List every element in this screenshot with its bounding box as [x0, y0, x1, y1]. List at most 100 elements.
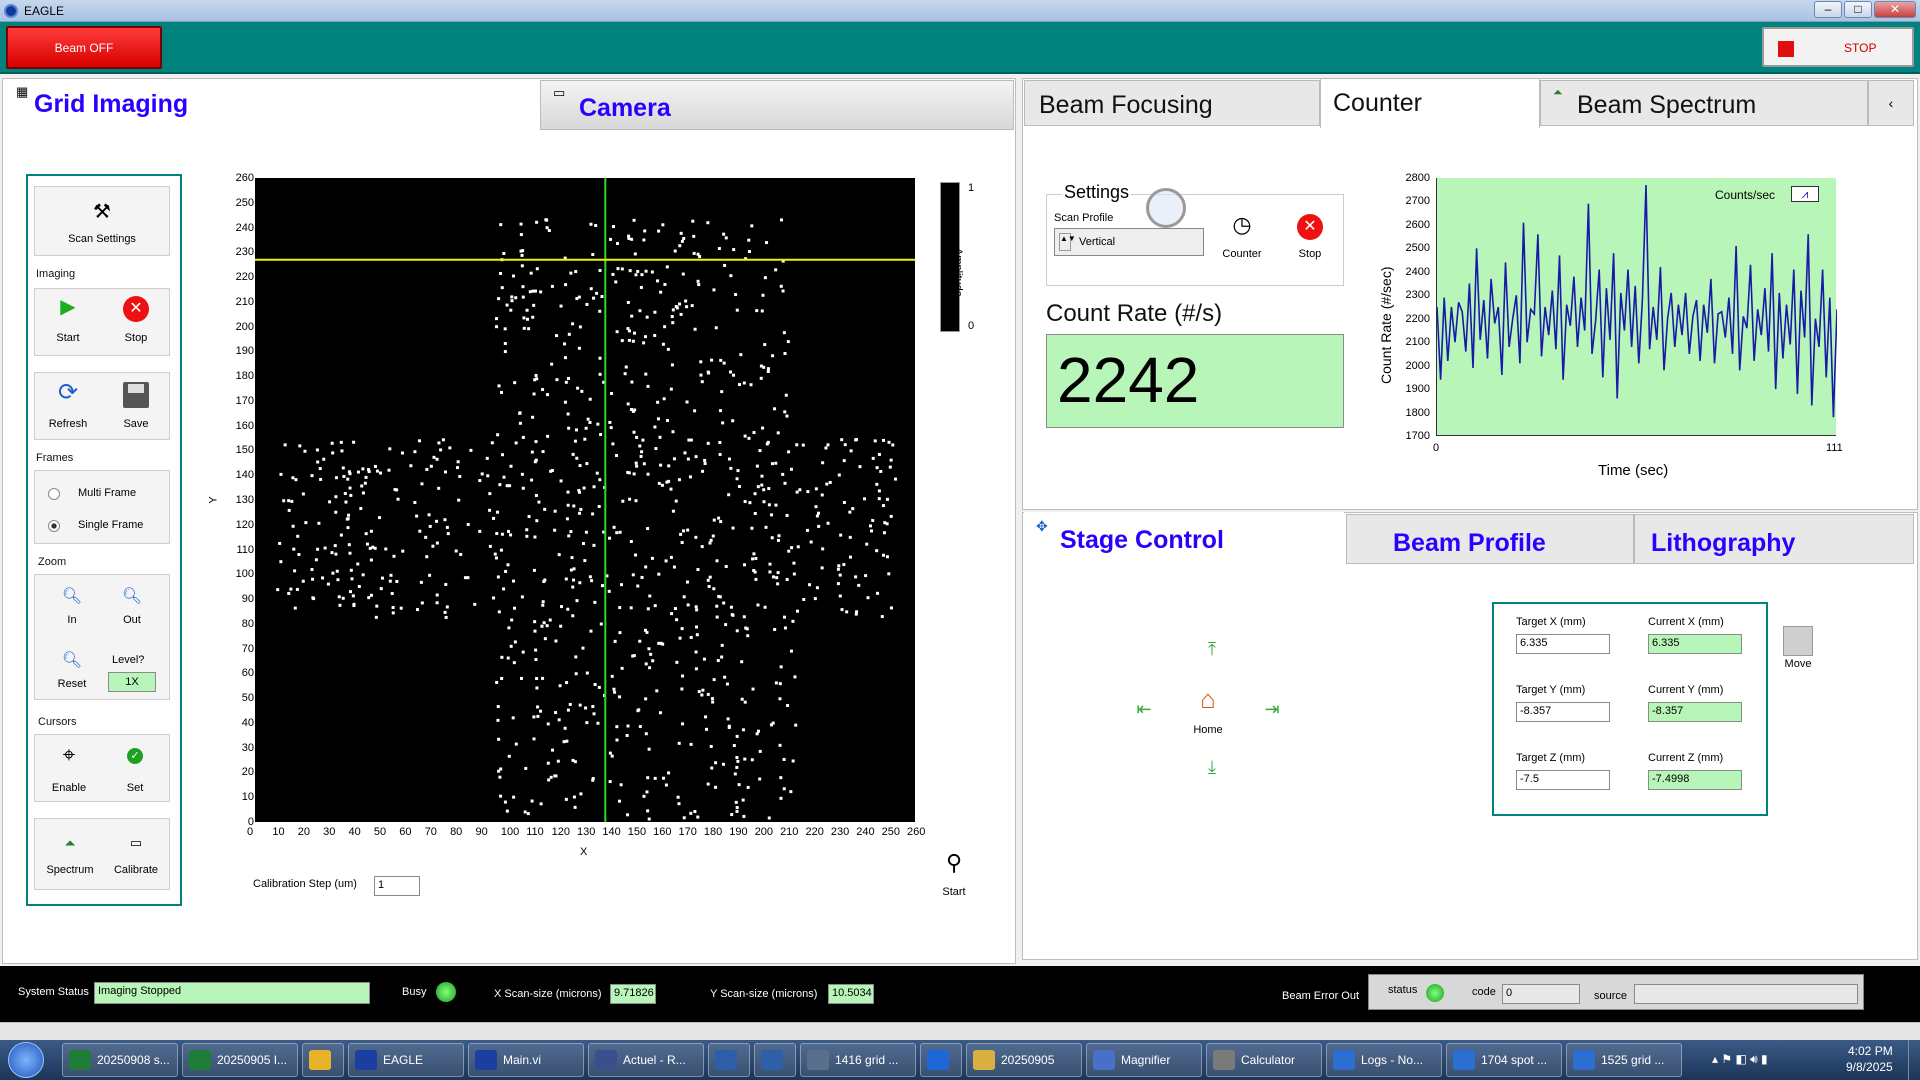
tab-counter[interactable]: Counter: [1320, 78, 1540, 128]
grid-image-plot[interactable]: [255, 178, 915, 822]
image-pixel: [724, 623, 728, 627]
image-pixel: [684, 299, 688, 303]
image-pixel: [730, 813, 734, 817]
error-status-led: [1426, 984, 1444, 1002]
image-pixel: [495, 325, 499, 329]
single-frame-radio[interactable]: Single Frame: [48, 518, 158, 534]
image-pixel: [428, 573, 432, 577]
image-pixel: [367, 468, 371, 472]
tab-beam-focusing[interactable]: Beam Focusing: [1024, 80, 1320, 126]
calibration-start-button[interactable]: ⚲ Start: [934, 852, 974, 902]
image-pixel: [620, 267, 624, 271]
x-tick-label: 60: [399, 826, 412, 838]
cursor-set-button[interactable]: ✓ Set: [104, 740, 166, 800]
tab-camera[interactable]: ▭ Camera: [540, 80, 1014, 130]
image-pixel: [695, 633, 699, 637]
start-imaging-button[interactable]: ▶ Start: [36, 292, 100, 354]
image-pixel: [743, 757, 747, 761]
image-pixel: [706, 782, 710, 786]
spectrum-button[interactable]: ⏶ Spectrum: [38, 824, 102, 888]
count-rate-chart[interactable]: Counts/sec ⩘: [1436, 178, 1837, 436]
stage-left-button[interactable]: ⇤: [1136, 699, 1152, 719]
show-desktop-button[interactable]: [1908, 1040, 1920, 1080]
stage-home-button[interactable]: ⌂ Home: [1186, 686, 1230, 742]
zoom-in-button[interactable]: 🔍︎ In: [42, 584, 102, 630]
image-pixel: [700, 380, 704, 384]
taskbar-item[interactable]: [754, 1043, 796, 1077]
stage-down-button[interactable]: ⤓: [1208, 757, 1216, 777]
global-stop-button[interactable]: STOP: [1762, 27, 1914, 67]
image-pixel: [505, 809, 509, 813]
taskbar-item[interactable]: 1416 grid ...: [800, 1043, 916, 1077]
start-orb-button[interactable]: [8, 1042, 44, 1078]
target-z-input[interactable]: -7.5: [1516, 770, 1610, 790]
image-pixel: [689, 811, 693, 815]
taskbar-item[interactable]: Logs - No...: [1326, 1043, 1442, 1077]
right-bottom-panel: [1022, 512, 1918, 960]
image-pixel: [311, 596, 315, 600]
image-pixel: [535, 220, 539, 224]
stop-imaging-button[interactable]: ✕ Stop: [104, 292, 168, 354]
chart-legend-swatch: ⩘: [1791, 186, 1819, 202]
calibrate-button[interactable]: ▭ Calibrate: [104, 824, 168, 888]
chart-y-tick-label: 2100: [1405, 336, 1430, 349]
stage-up-button[interactable]: ⤒: [1208, 639, 1216, 659]
tab-lithography[interactable]: Lithography: [1634, 514, 1914, 564]
taskbar-item[interactable]: 20250905: [966, 1043, 1082, 1077]
tab-grid-imaging[interactable]: ▦ Grid Imaging: [10, 80, 538, 130]
taskbar-item[interactable]: 20250905 I...: [182, 1043, 298, 1077]
image-pixel: [792, 572, 796, 576]
image-pixel: [352, 440, 356, 444]
tab-stage-control[interactable]: ✥ Stage Control: [1024, 512, 1344, 566]
image-pixel: [591, 777, 595, 781]
image-pixel: [669, 487, 673, 491]
image-pixel: [478, 529, 482, 533]
image-pixel: [705, 727, 709, 731]
beam-toggle-button[interactable]: Beam OFF: [6, 26, 162, 69]
image-pixel: [293, 606, 297, 610]
image-pixel: [568, 702, 572, 706]
move-button[interactable]: Move: [1778, 626, 1818, 672]
target-x-input[interactable]: 6.335: [1516, 634, 1610, 654]
taskbar-item[interactable]: Calculator: [1206, 1043, 1322, 1077]
stage-right-button[interactable]: ⇥: [1264, 699, 1280, 719]
taskbar-item[interactable]: Main.vi: [468, 1043, 584, 1077]
taskbar-item[interactable]: 20250908 s...: [62, 1043, 178, 1077]
tab-beam-spectrum[interactable]: ⏶ Beam Spectrum: [1540, 80, 1868, 126]
scan-profile-select[interactable]: ▲▼ Vertical: [1054, 228, 1204, 256]
image-pixel: [669, 387, 673, 391]
image-pixel: [721, 762, 725, 766]
taskbar-item[interactable]: [708, 1043, 750, 1077]
refresh-button[interactable]: ⟳ Refresh: [36, 376, 100, 438]
image-pixel: [361, 491, 365, 495]
close-button[interactable]: ✕: [1874, 1, 1916, 18]
image-pixel: [767, 503, 771, 507]
tab-scroll-left-button[interactable]: ‹: [1868, 80, 1914, 126]
taskbar-item[interactable]: EAGLE: [348, 1043, 464, 1077]
maximize-button[interactable]: □: [1844, 1, 1872, 18]
image-pixel: [444, 582, 448, 586]
taskbar-item[interactable]: [302, 1043, 344, 1077]
tab-beam-profile[interactable]: Beam Profile: [1346, 514, 1634, 564]
taskbar-item[interactable]: [920, 1043, 962, 1077]
zoom-out-button[interactable]: 🔍︎ Out: [102, 584, 162, 630]
taskbar-item[interactable]: 1704 spot ...: [1446, 1043, 1562, 1077]
save-button[interactable]: Save: [104, 376, 168, 438]
target-y-input[interactable]: -8.357: [1516, 702, 1610, 722]
counter-stop-button[interactable]: ✕ Stop: [1282, 212, 1338, 268]
cursor-enable-button[interactable]: ⌖ Enable: [38, 740, 100, 800]
image-pixel: [546, 434, 550, 438]
horizontal-scrollbar[interactable]: [0, 1022, 1920, 1040]
settings-title: Settings: [1062, 182, 1132, 203]
taskbar-item[interactable]: Actuel - R...: [588, 1043, 704, 1077]
taskbar-item[interactable]: Magnifier: [1086, 1043, 1202, 1077]
scan-settings-button[interactable]: ⚒ Scan Settings: [34, 186, 170, 256]
minimize-button[interactable]: –: [1814, 1, 1842, 18]
multi-frame-radio[interactable]: Multi Frame: [48, 486, 158, 502]
taskbar-item[interactable]: 1525 grid ...: [1566, 1043, 1682, 1077]
zoom-reset-button[interactable]: 🔍︎ Reset: [42, 648, 102, 694]
calibration-step-input[interactable]: 1: [374, 876, 420, 896]
counter-button[interactable]: ◷ Counter: [1214, 212, 1270, 268]
target-x-label: Target X (mm): [1516, 616, 1586, 628]
image-pixel: [635, 435, 639, 439]
